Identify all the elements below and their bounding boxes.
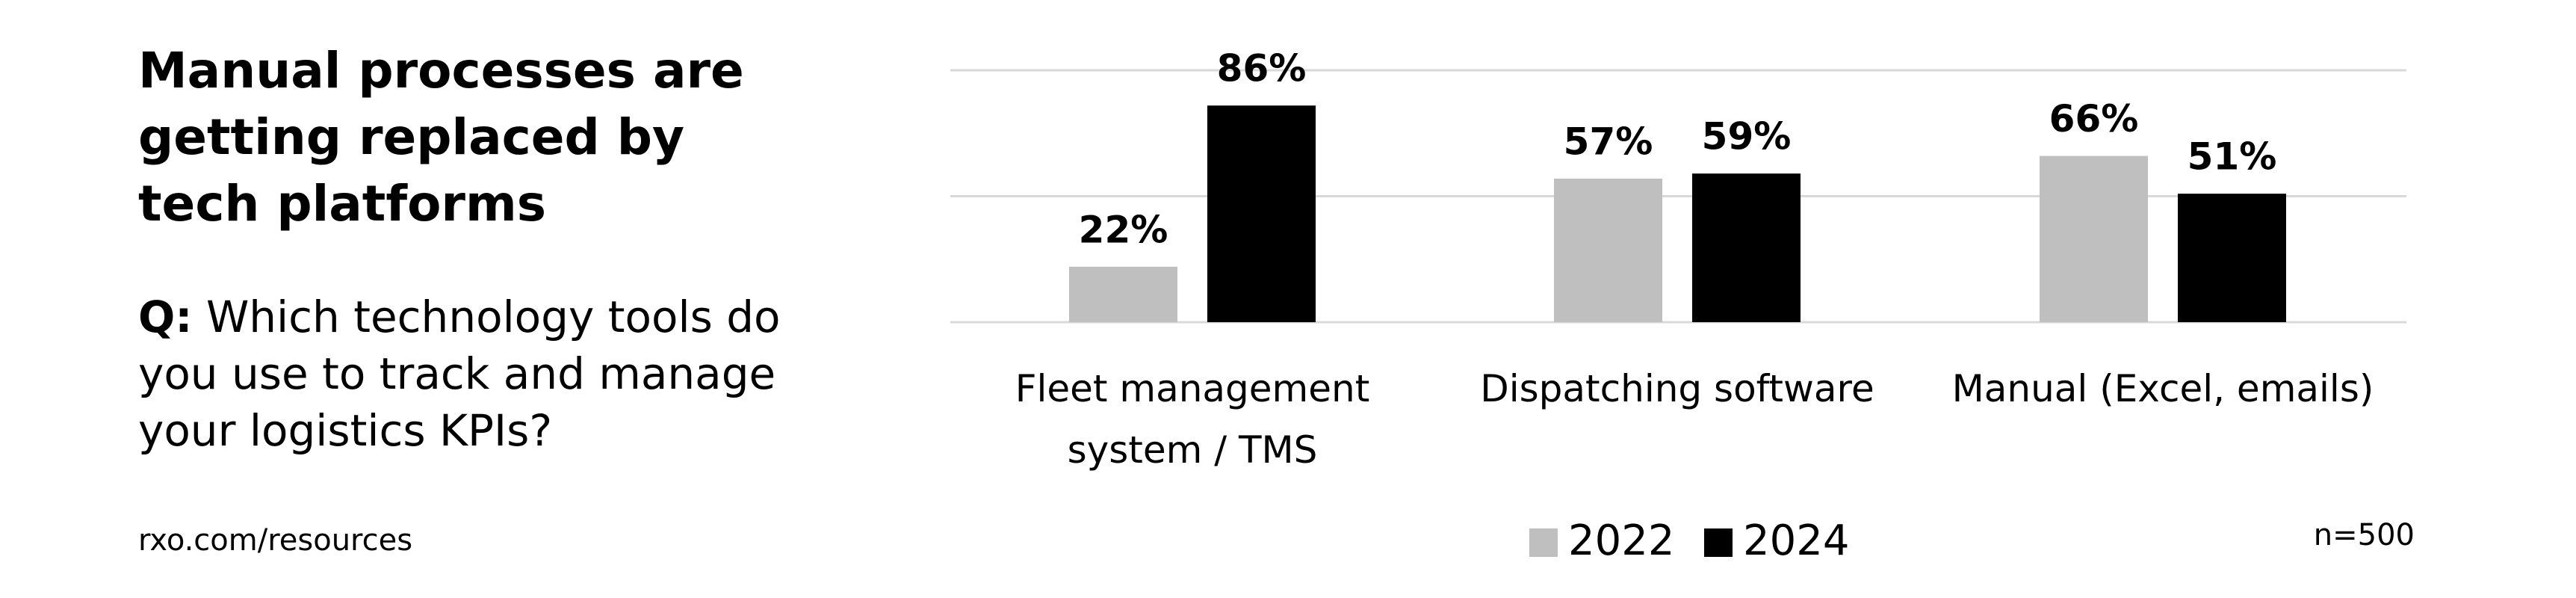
title: Manual processes are getting replaced by… [138,42,744,232]
value-label: 22% [1079,208,1168,251]
legend-label: 2022 [1568,517,1675,565]
bar [2178,194,2286,322]
value-label: 57% [1564,120,1653,163]
x-tick-label: Fleet management system / TMS [1015,367,1370,472]
bar [1207,105,1316,322]
question: Q: Which technology tools do you use to … [138,289,840,459]
bar [1554,178,1662,322]
question-text: Which technology tools do you use to tra… [138,292,781,456]
legend-label: 2024 [1743,517,1850,565]
value-label: 59% [1702,115,1792,158]
legend-swatch [1529,528,1558,557]
value-label: 66% [2049,97,2139,141]
legend-swatch [1704,528,1733,557]
bar [2040,155,2148,322]
bar [1069,266,1177,322]
bar [1692,173,1801,322]
question-prefix: Q: [138,292,193,342]
x-tick-label: Manual (Excel, emails) [1951,367,2374,410]
value-label: 86% [1217,47,1307,90]
value-label: 51% [2188,135,2277,179]
sample-size: n=500 [2314,518,2415,552]
x-tick-label: Dispatching software [1480,367,1874,410]
source: rxo.com/resources [138,523,413,558]
